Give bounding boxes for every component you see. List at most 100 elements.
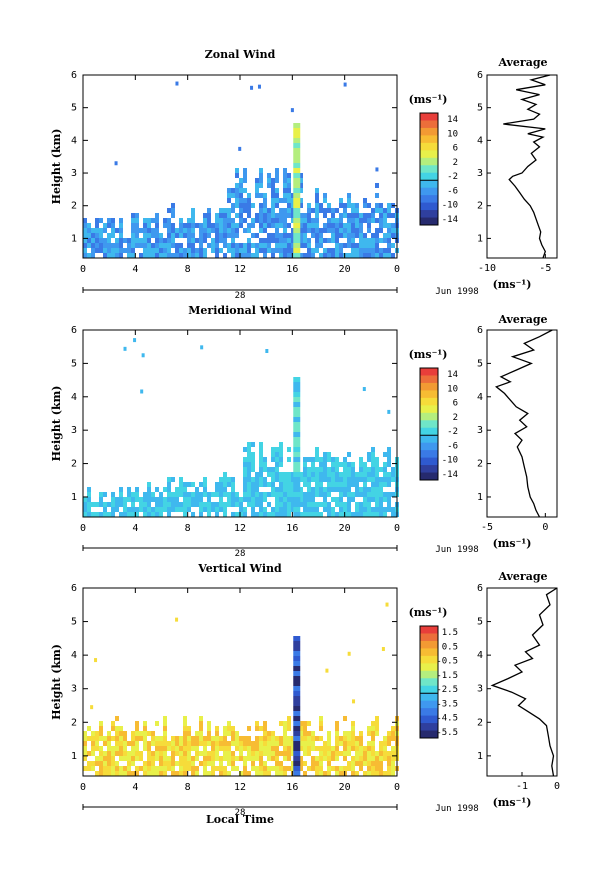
- colorbar-swatch: [420, 375, 438, 384]
- colorbar-swatch: [420, 157, 438, 166]
- colorbar-swatch: [420, 202, 438, 211]
- average-unit: (ms⁻¹): [493, 278, 532, 291]
- x-tick-label: 16: [286, 264, 298, 275]
- colorbar-swatch: [420, 655, 438, 664]
- y-axis-label: Height (km): [50, 644, 63, 720]
- colorbar-tick-label: 2: [453, 158, 458, 168]
- y-tick-label: 4: [71, 392, 77, 403]
- chart-title: Zonal Wind: [205, 48, 276, 61]
- colorbar-unit: (ms⁻¹): [409, 606, 448, 619]
- average-frame: [486, 74, 558, 259]
- average-y-tick-label: 6: [477, 70, 483, 81]
- date-tag: Jun 1998: [435, 545, 478, 555]
- colorbar-tick-label: -10: [442, 201, 458, 211]
- average-x-tick-label: -5: [481, 522, 493, 533]
- colorbar-swatch: [420, 127, 438, 136]
- colorbar-tick-label: 2: [453, 413, 458, 423]
- colorbar-swatch: [420, 180, 438, 189]
- colorbar-swatch: [420, 450, 438, 459]
- colorbar-swatch: [420, 708, 438, 717]
- x-tick-label: 0: [394, 523, 400, 534]
- colorbar-swatch: [420, 405, 438, 414]
- y-tick-label: 5: [71, 617, 77, 628]
- average-y-tick-label: 5: [477, 617, 483, 628]
- date-day: 28: [235, 549, 246, 559]
- x-tick-label: 16: [286, 782, 298, 793]
- colorbar-frame: [419, 367, 439, 481]
- average-x-tick-label: 0: [542, 522, 548, 533]
- colorbar-tick-label: 14: [447, 370, 458, 380]
- date-day: 28: [235, 808, 246, 818]
- y-tick-label: 1: [71, 751, 77, 762]
- average-y-tick-label: 1: [477, 751, 483, 762]
- colorbar-frame: [419, 112, 439, 226]
- average-y-tick-label: 5: [477, 358, 483, 369]
- colorbar-tick-label: 10: [447, 129, 458, 139]
- colorbar-tick-label: 6: [453, 144, 458, 154]
- y-tick-label: 3: [71, 425, 77, 436]
- average-y-tick-label: 3: [477, 684, 483, 695]
- colorbar-swatch: [420, 217, 438, 226]
- x-tick-label: 20: [339, 782, 351, 793]
- colorbar-swatch: [420, 435, 438, 444]
- colorbar-swatch: [420, 368, 438, 376]
- colorbar-swatch: [420, 135, 438, 144]
- x-tick-label: 0: [80, 523, 86, 534]
- y-tick-label: 5: [71, 358, 77, 369]
- average-frame: [486, 329, 558, 518]
- y-tick-label: 4: [71, 650, 77, 661]
- colorbar-swatch: [420, 472, 438, 481]
- colorbar-tick-label: -2: [447, 172, 458, 182]
- y-tick-label: 2: [71, 201, 77, 212]
- average-x-tick-label: 0: [554, 781, 560, 792]
- y-tick-label: 1: [71, 492, 77, 503]
- colorbar-swatch: [420, 397, 438, 406]
- date-day: 28: [235, 291, 246, 301]
- average-profile-line: [490, 587, 558, 777]
- x-tick-label: 12: [234, 523, 246, 534]
- colorbar-swatch: [420, 442, 438, 451]
- x-tick-label: 20: [339, 523, 351, 534]
- colorbar-swatch: [420, 626, 438, 634]
- chart-title: Vertical Wind: [197, 562, 282, 575]
- colorbar-swatch: [420, 210, 438, 219]
- average-x-tick-label: -10: [478, 263, 496, 274]
- heatmap-cells: [83, 602, 399, 776]
- x-tick-label: 16: [286, 523, 298, 534]
- colorbar-unit: (ms⁻¹): [409, 348, 448, 361]
- date-tag: Jun 1998: [435, 287, 478, 297]
- x-tick-label: 0: [80, 264, 86, 275]
- x-tick-label: 12: [234, 264, 246, 275]
- colorbar-tick-label: -4.5: [436, 714, 458, 724]
- average-profile-line: [503, 74, 551, 259]
- colorbar-tick-label: -1.5: [436, 671, 458, 681]
- colorbar-swatch: [420, 633, 438, 642]
- average-y-tick-label: 2: [477, 201, 483, 212]
- colorbar-swatch: [420, 723, 438, 732]
- x-tick-label: 0: [394, 264, 400, 275]
- colorbar-tick-label: -2: [447, 427, 458, 437]
- average-y-tick-label: 5: [477, 103, 483, 114]
- colorbar-swatch: [420, 172, 438, 181]
- x-tick-label: 12: [234, 782, 246, 793]
- x-tick-label: 0: [394, 782, 400, 793]
- y-tick-label: 6: [71, 325, 77, 336]
- y-tick-label: 2: [71, 459, 77, 470]
- average-frame: [486, 587, 558, 777]
- colorbar-tick-label: -14: [442, 215, 458, 225]
- colorbar-swatch: [420, 382, 438, 391]
- colorbar-swatch: [420, 390, 438, 399]
- average-y-tick-label: 1: [477, 492, 483, 503]
- colorbar-swatch: [420, 715, 438, 724]
- colorbar-tick-label: -0.5: [436, 657, 458, 667]
- colorbar-tick-label: -14: [442, 470, 458, 480]
- colorbar-tick-label: -6: [447, 441, 458, 451]
- colorbar-swatch: [420, 427, 438, 436]
- average-title: Average: [497, 313, 547, 326]
- colorbar-swatch: [420, 120, 438, 129]
- colorbar-swatch: [420, 648, 438, 657]
- x-tick-label: 4: [132, 523, 138, 534]
